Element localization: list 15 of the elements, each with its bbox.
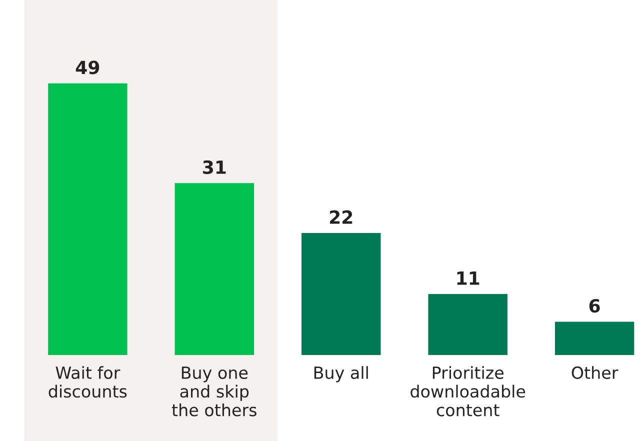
bar — [554, 322, 634, 356]
data-label: 11 — [457, 272, 480, 285]
x-tick-label: Prioritize downloadable content — [410, 366, 526, 416]
bar — [302, 233, 381, 356]
x-tick-label: Buy all — [314, 366, 368, 382]
bar — [48, 83, 128, 356]
x-tick-label: Other — [572, 366, 618, 380]
data-label: 49 — [76, 60, 100, 74]
x-tick-label: Buy one and skip the others — [172, 366, 256, 416]
data-label: 31 — [203, 160, 226, 174]
x-tick-label: Wait for discounts — [48, 366, 127, 398]
data-label: 22 — [330, 210, 352, 224]
data-label: 6 — [589, 299, 600, 313]
bar — [428, 294, 508, 356]
bar — [174, 183, 254, 356]
